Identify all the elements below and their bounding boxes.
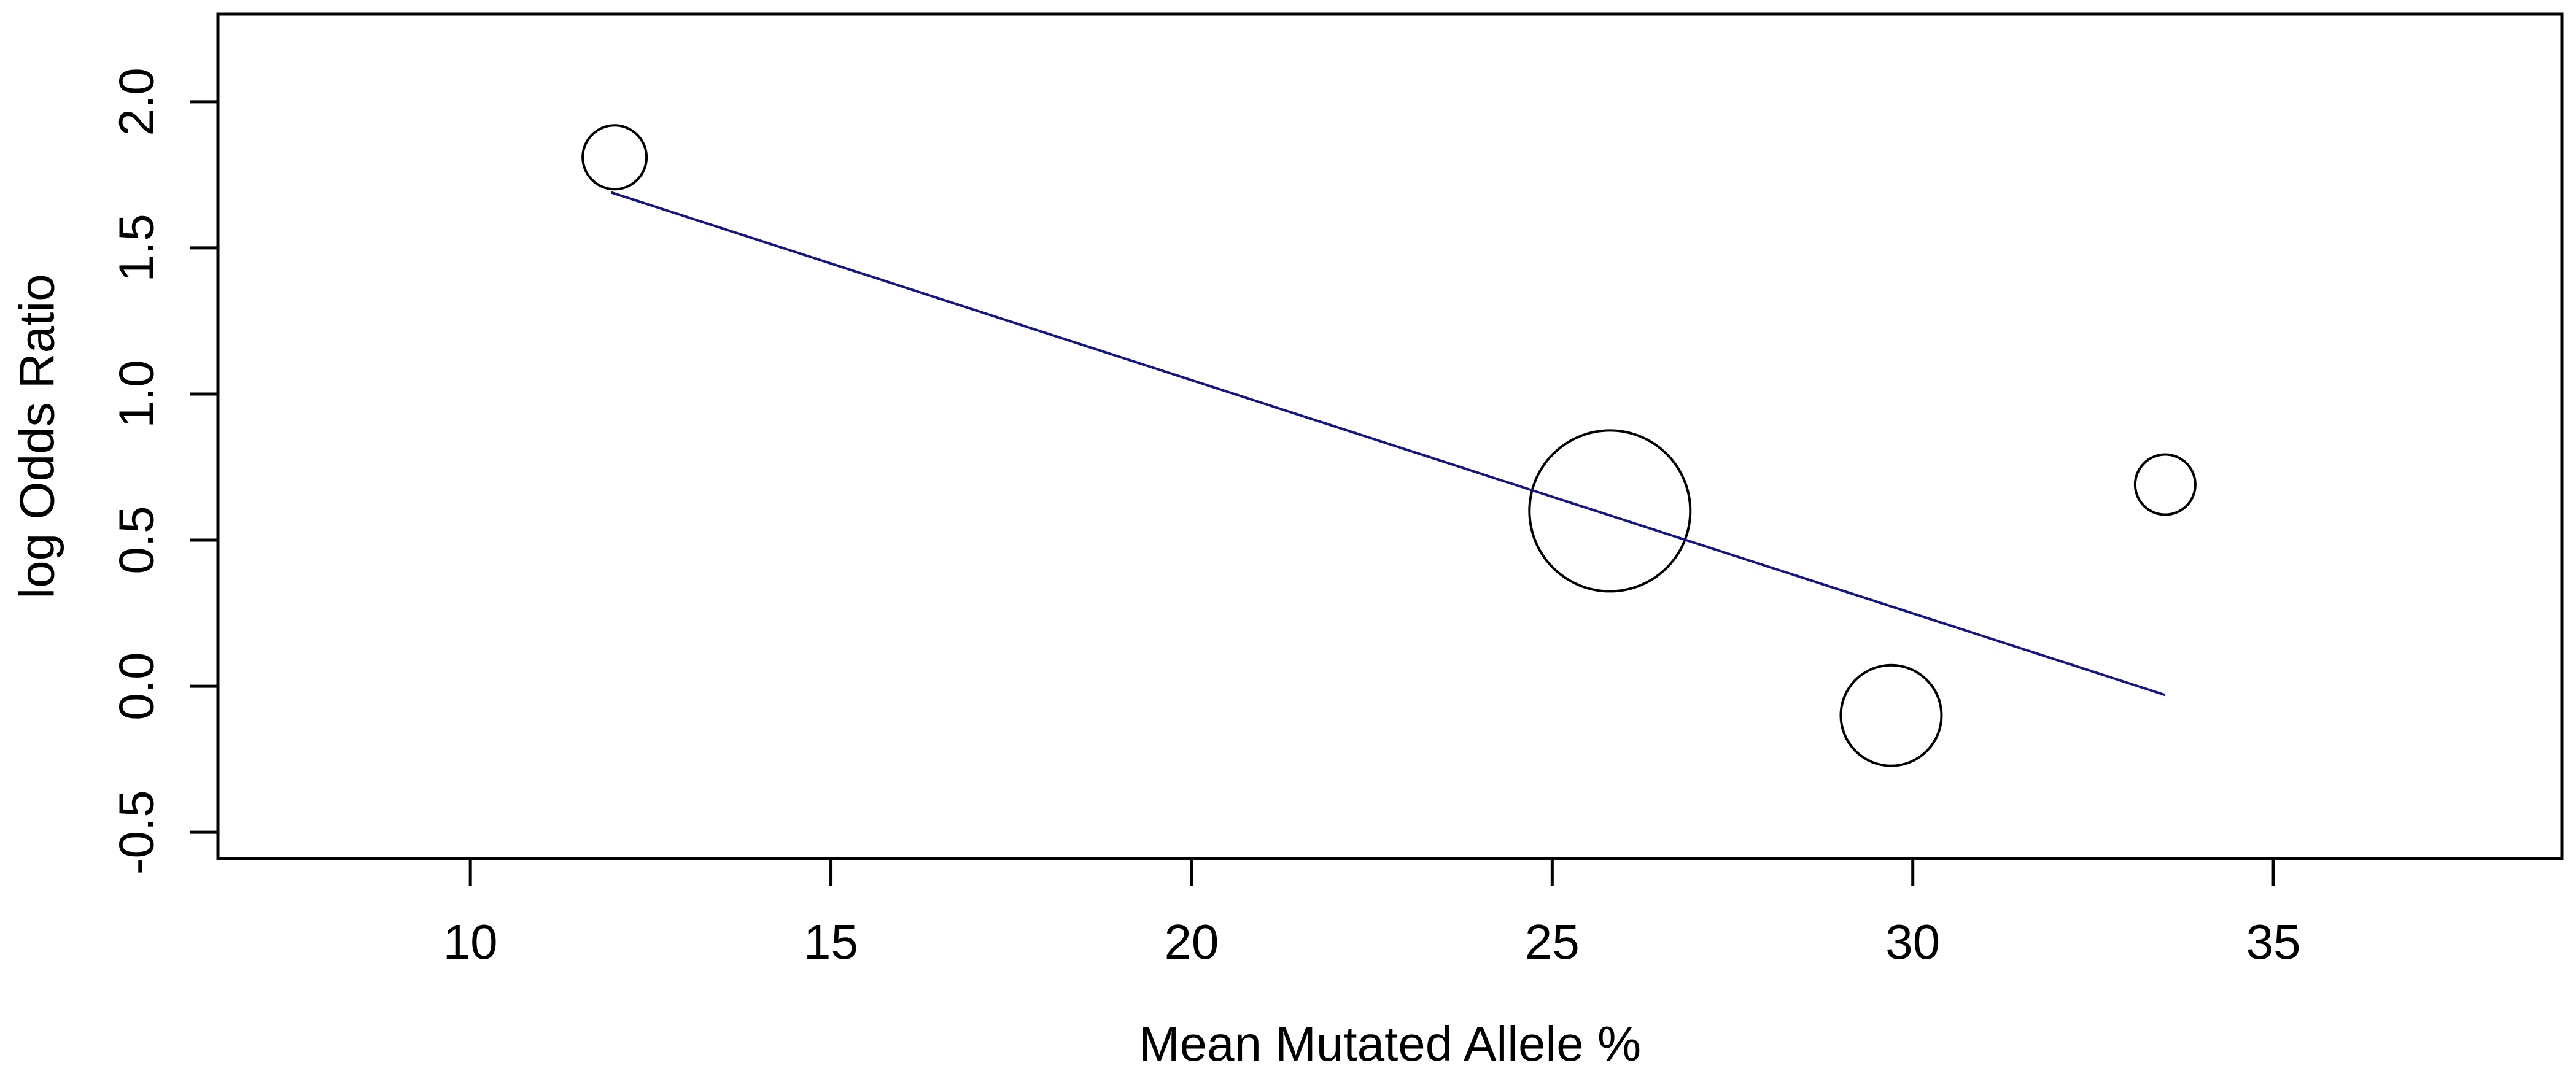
x-axis-tick-label: 35 <box>2246 915 2301 969</box>
y-axis-title: log Odds Ratio <box>10 274 64 598</box>
y-axis-tick-label: 1.0 <box>109 360 164 428</box>
regression-line <box>610 191 2166 697</box>
x-axis-tick-label: 10 <box>443 915 498 969</box>
x-axis-tick-label: 30 <box>1885 915 1940 969</box>
x-axis-tick-label: 25 <box>1525 915 1580 969</box>
data-bubble <box>581 124 648 191</box>
y-axis-tick-label: 2.0 <box>109 68 164 136</box>
data-bubble <box>1839 663 1943 767</box>
x-axis-title: Mean Mutated Allele % <box>1139 1016 1641 1071</box>
y-axis-tick-label: 1.5 <box>109 214 164 282</box>
data-bubble <box>2133 453 2197 516</box>
y-axis-tick-label: 0.0 <box>109 652 164 720</box>
data-bubble <box>1528 429 1692 593</box>
x-axis-tick-label: 20 <box>1164 915 1219 969</box>
plot-border <box>216 12 2564 860</box>
y-axis-tick-label: 0.5 <box>109 506 164 574</box>
x-axis-tick-label: 15 <box>804 915 858 969</box>
y-axis-tick-label: -0.5 <box>109 790 164 875</box>
